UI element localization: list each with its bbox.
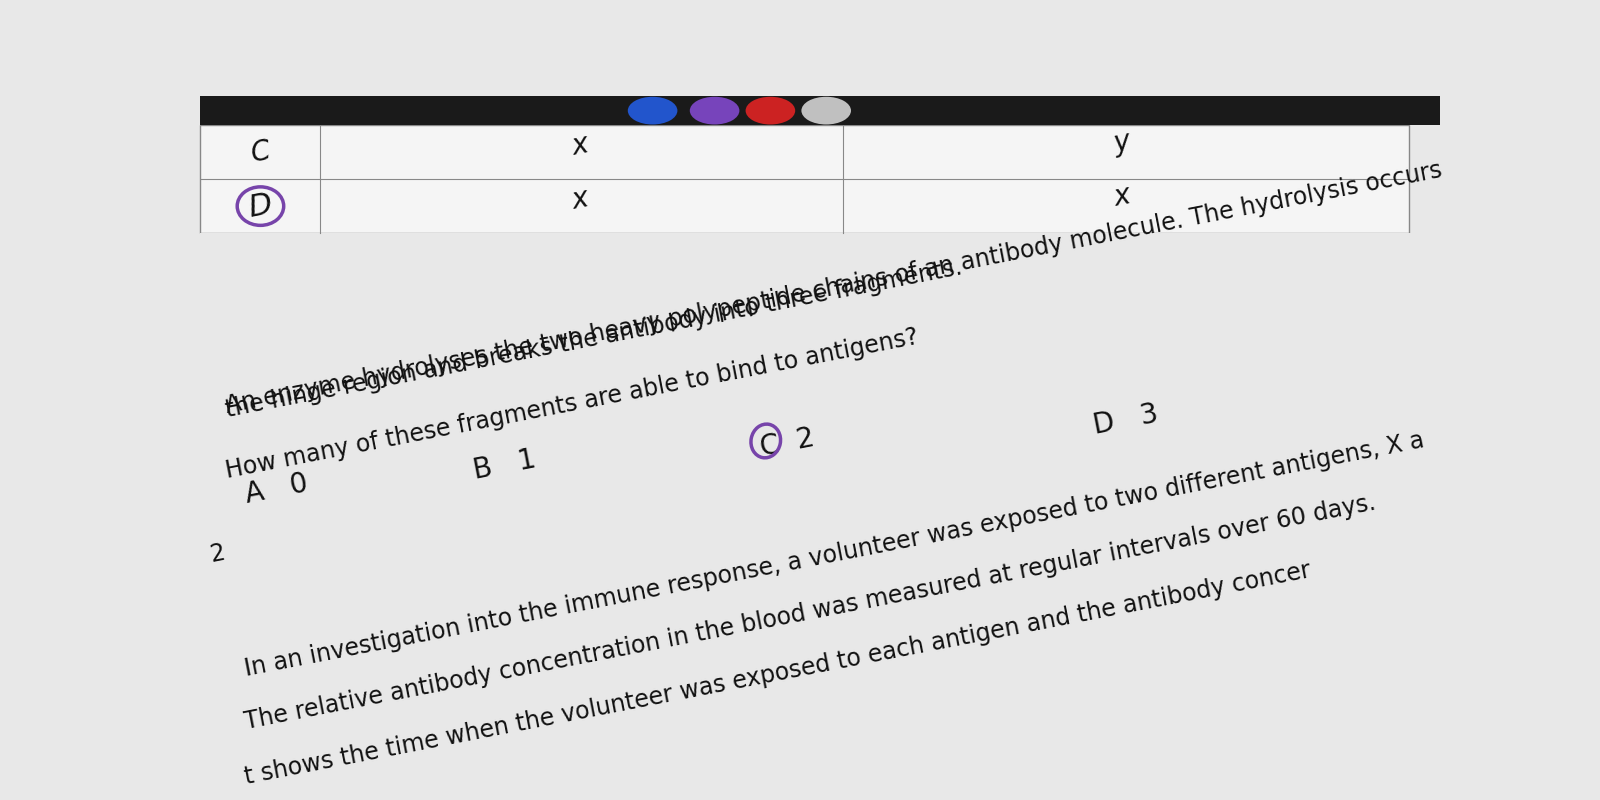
Text: x: x (1112, 181, 1133, 211)
Ellipse shape (627, 97, 677, 125)
Text: A   0: A 0 (243, 469, 310, 509)
Text: t shows the time when the volunteer was exposed to each antigen and the antibody: t shows the time when the volunteer was … (243, 558, 1314, 789)
Text: C: C (248, 137, 272, 168)
Ellipse shape (746, 97, 795, 125)
Text: D: D (246, 190, 275, 222)
Ellipse shape (802, 97, 851, 125)
Text: 2: 2 (208, 541, 227, 567)
Text: x: x (570, 185, 590, 215)
Ellipse shape (566, 97, 616, 125)
Bar (200, 233, 1440, 712)
Text: An enzyme hydrolyses the two heavy polypeptide chains of an antibody molecule. T: An enzyme hydrolyses the two heavy polyp… (224, 158, 1443, 418)
Ellipse shape (690, 97, 739, 125)
Bar (200, 96, 1440, 126)
Text: C  2: C 2 (758, 423, 818, 462)
Text: the hinge region and breaks the antibody into three fragments.: the hinge region and breaks the antibody… (224, 255, 963, 422)
Text: How many of these fragments are able to bind to antigens?: How many of these fragments are able to … (224, 325, 920, 483)
Text: The relative antibody concentration in the blood was measured at regular interva: The relative antibody concentration in t… (243, 490, 1378, 734)
Text: In an investigation into the immune response, a volunteer was exposed to two dif: In an investigation into the immune resp… (243, 428, 1427, 681)
Text: B   1: B 1 (472, 446, 539, 486)
Text: D   3: D 3 (1091, 399, 1162, 439)
Bar (200, 126, 1410, 233)
Text: x: x (570, 130, 590, 162)
Text: y: y (1112, 127, 1133, 158)
